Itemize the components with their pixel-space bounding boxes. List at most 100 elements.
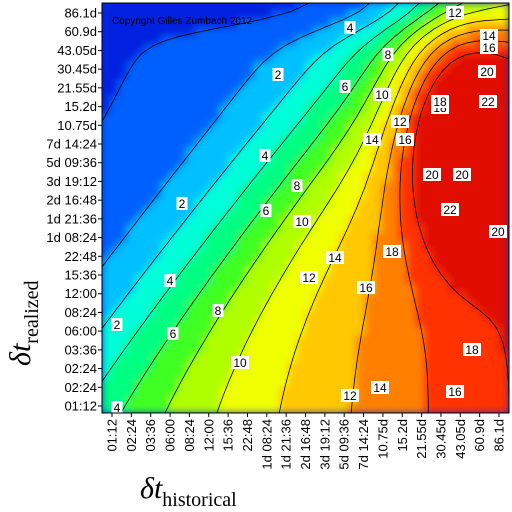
- heatmap-cell: [143, 79, 154, 89]
- heatmap-cell: [288, 335, 298, 346]
- heatmap-cell: [102, 122, 111, 132]
- heatmap-cell: [364, 216, 374, 226]
- heatmap-cell: [160, 241, 171, 252]
- heatmap-cell: [271, 386, 281, 397]
- heatmap-cell: [254, 122, 264, 132]
- heatmap-cell: [271, 207, 281, 218]
- heatmap-cell: [160, 327, 171, 337]
- heatmap-cell: [126, 87, 137, 98]
- contour-label-box: [164, 274, 176, 287]
- heatmap-cell: [152, 301, 162, 311]
- contour-label-box: [423, 168, 441, 181]
- heatmap-cell: [440, 335, 451, 346]
- heatmap-cell: [288, 233, 298, 243]
- heatmap-cell: [415, 122, 425, 132]
- heatmap-cell: [440, 36, 451, 47]
- heatmap-cell: [423, 105, 434, 115]
- heatmap-cell: [398, 164, 408, 175]
- heatmap-cell: [449, 352, 459, 363]
- heatmap-cell: [415, 301, 425, 311]
- heatmap-cell: [109, 3, 120, 13]
- heatmap-cell: [279, 70, 290, 81]
- heatmap-cell: [500, 96, 509, 106]
- heatmap-cell: [237, 96, 247, 106]
- heatmap-cell: [160, 403, 171, 413]
- heatmap-cell: [152, 139, 162, 149]
- heatmap-cell: [398, 207, 408, 218]
- heatmap-cell: [126, 190, 137, 200]
- contour-label: 22: [441, 203, 459, 217]
- contour-label-text: 20: [491, 225, 505, 239]
- heatmap-cell: [347, 173, 357, 183]
- heatmap-cell: [355, 181, 366, 192]
- heatmap-cell: [457, 361, 468, 371]
- heatmap-cell: [355, 122, 366, 132]
- heatmap-cell: [271, 79, 281, 89]
- heatmap-cell: [203, 386, 213, 397]
- heatmap-cell: [338, 403, 349, 413]
- heatmap-cell: [279, 327, 290, 337]
- heatmap-cell: [355, 318, 366, 329]
- heatmap-cell: [271, 173, 281, 183]
- heatmap-cell: [347, 70, 357, 81]
- heatmap-cell: [152, 87, 162, 98]
- heatmap-cell: [245, 361, 256, 371]
- heatmap-cell: [449, 105, 459, 115]
- heatmap-cell: [389, 335, 400, 346]
- heatmap-cell: [135, 190, 145, 200]
- heatmap-cell: [186, 113, 196, 124]
- contour-labels: 1214161820222468101214161820222018161412…: [111, 6, 507, 415]
- contour-label-text: 8: [294, 179, 301, 193]
- heatmap-cell: [474, 395, 485, 405]
- heatmap-cell: [245, 19, 256, 30]
- heatmap-cell: [440, 28, 451, 38]
- heatmap-cell: [500, 369, 509, 380]
- heatmap-cell: [474, 173, 485, 183]
- x-tick-label: 43.05d: [453, 419, 468, 459]
- heatmap-cell: [466, 335, 476, 346]
- heatmap-cell: [228, 327, 239, 337]
- heatmap-cell: [415, 36, 425, 47]
- heatmap-cell: [135, 147, 145, 158]
- heatmap-cell: [483, 318, 493, 329]
- heatmap-cell: [415, 258, 425, 269]
- heatmap-cell: [440, 164, 451, 175]
- heatmap-cell: [237, 105, 247, 115]
- heatmap-cell: [143, 310, 154, 320]
- contour-label: 12: [446, 6, 464, 20]
- heatmap-cell: [355, 19, 366, 30]
- heatmap-cell: [355, 11, 366, 21]
- heatmap-cell: [364, 301, 374, 311]
- heatmap-cell: [152, 45, 162, 55]
- heatmap-cell: [169, 267, 179, 277]
- contour-label: 2: [176, 197, 188, 211]
- heatmap-cell: [398, 173, 408, 183]
- heatmap-cell: [466, 224, 476, 235]
- heatmap-cell: [321, 181, 332, 192]
- heatmap-cell: [415, 105, 425, 115]
- heatmap-cell: [186, 28, 196, 38]
- heatmap-cell: [126, 352, 137, 363]
- heatmap-cell: [126, 318, 137, 329]
- heatmap-cell: [381, 62, 391, 72]
- heatmap-cell: [313, 139, 323, 149]
- heatmap-cell: [347, 3, 357, 13]
- heatmap-cell: [118, 96, 128, 106]
- heatmap-cell: [474, 3, 485, 13]
- heatmap-cell: [203, 147, 213, 158]
- heatmap-cell: [211, 173, 222, 183]
- heatmap-cell: [169, 207, 179, 218]
- heatmap-cell: [194, 147, 205, 158]
- y-tick-label: 02:24: [64, 361, 97, 376]
- heatmap-cell: [491, 361, 502, 371]
- heatmap-cell: [398, 284, 408, 294]
- heatmap-cell: [355, 310, 366, 320]
- heatmap-cell: [237, 369, 247, 380]
- heatmap-cell: [279, 62, 290, 72]
- heatmap-cell: [102, 53, 111, 64]
- heatmap-cell: [143, 45, 154, 55]
- heatmap-cell: [237, 139, 247, 149]
- heatmap-cell: [288, 352, 298, 363]
- heatmap-cell: [288, 310, 298, 320]
- heatmap-cell: [415, 233, 425, 243]
